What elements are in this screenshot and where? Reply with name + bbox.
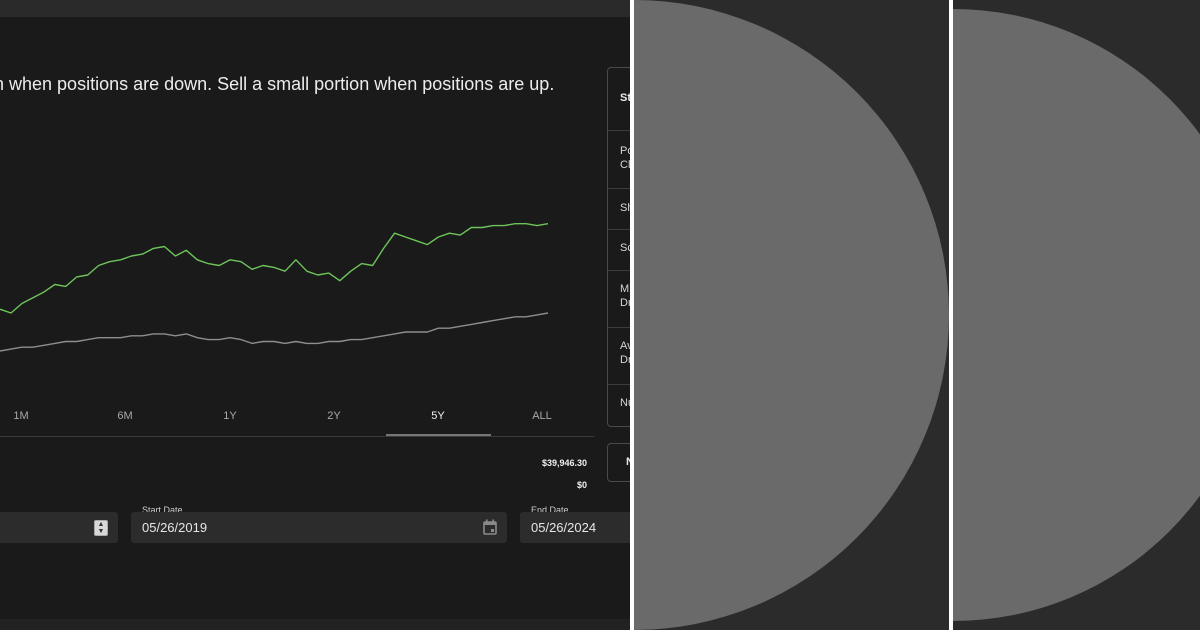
tab-2y[interactable]: 2Y [327,410,341,422]
tab-5y[interactable]: 5Y [431,410,445,422]
placeholder-shape [953,9,1200,621]
stats-row-divider [608,384,630,385]
placeholder-shape [634,0,949,630]
strategy-description: n when positions are down. Sell a small … [0,74,555,94]
tab-all[interactable]: ALL [532,410,552,422]
time-range-tabs: 1M 6M 1Y 2Y 5Y ALL [0,403,596,437]
stats-row-label: Sh [620,202,630,214]
stats-row-label: Nu [620,397,630,409]
min-value-label: $0 [576,480,587,490]
benchmark-series-line [0,312,549,352]
active-tab-indicator [386,434,491,436]
start-date-value: 05/26/2019 [142,520,208,535]
stats-row-divider [608,130,630,131]
bottom-bar [0,619,630,630]
side-action-button[interactable]: N [607,443,630,482]
tab-6m[interactable]: 6M [117,410,133,422]
calendar-icon[interactable] [483,519,497,535]
stats-row-label: Av Dr [620,340,630,366]
max-value-label: $39,946.30 [541,458,587,468]
amount-field[interactable]: ▲ ▼ [0,512,118,543]
side-action-button-label: N [626,456,630,468]
stats-row-divider [608,229,630,230]
strategy-series-line [0,223,549,314]
top-bar [0,0,630,17]
strategy-panel: n when positions are down. Sell a small … [0,0,630,630]
stepper-icon[interactable]: ▲ ▼ [94,520,108,536]
end-date-input[interactable]: 05/26/2024 [520,512,630,543]
placeholder-tile [634,0,949,630]
stats-row-label: Sc [620,242,630,254]
start-date-input[interactable]: 05/26/2019 [131,512,507,543]
tab-1y[interactable]: 1Y [223,410,237,422]
end-date-label: End Date [531,505,569,515]
stats-row-divider [608,327,630,328]
stats-row-divider [608,270,630,271]
placeholder-tile [953,0,1200,630]
tab-1m[interactable]: 1M [13,410,29,422]
stats-card: St Po Ch Sh Sc M Dr Av Dr Nu [607,67,630,427]
stats-row-divider [608,188,630,189]
end-date-value: 05/26/2024 [531,520,597,535]
performance-chart [0,223,549,352]
start-date-label: Start Date [142,505,183,515]
tabs-divider [0,436,594,437]
stats-card-header: St [620,92,630,104]
stats-row-label: Po Ch [620,145,630,171]
stats-row-label: M Dr [620,283,630,309]
